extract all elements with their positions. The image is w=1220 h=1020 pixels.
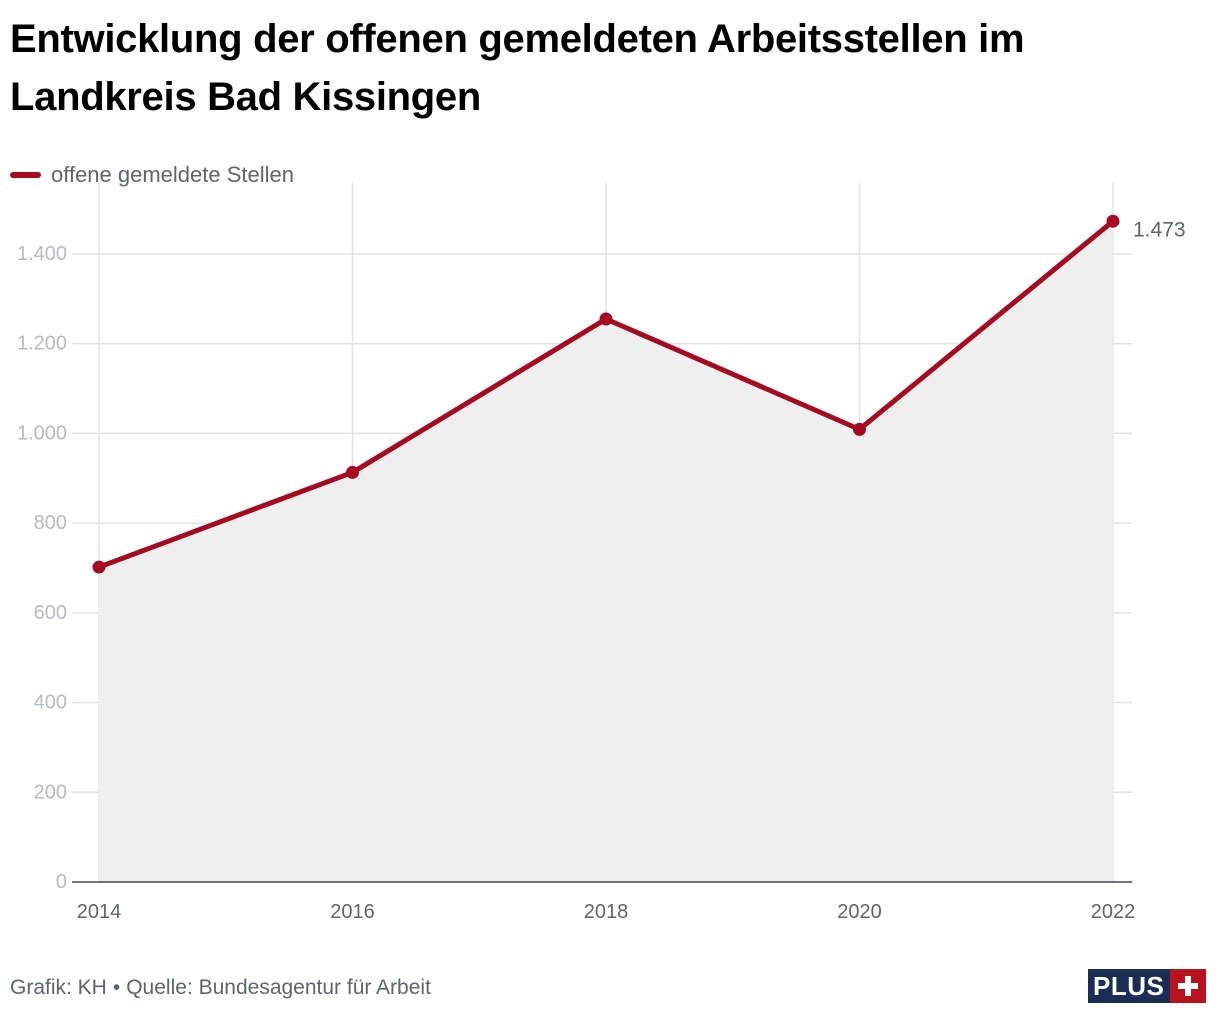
- data-point-2016: [346, 465, 359, 479]
- x-tick-label-1: 2016: [330, 901, 375, 923]
- x-tick-label-4: 2022: [1091, 901, 1136, 923]
- legend-swatch: [10, 172, 41, 178]
- y-tick-label-0: 0: [56, 871, 67, 893]
- y-tick-label-2: 400: [34, 692, 67, 714]
- x-tick-label-2: 2018: [584, 901, 629, 923]
- legend: offene gemeldete Stellen: [10, 158, 294, 192]
- data-point-2014: [92, 560, 106, 574]
- area-fill: [99, 221, 1113, 882]
- plus-logo-text: PLUS: [1088, 969, 1171, 1003]
- footer: Grafik: KH • Quelle: Bundesagentur für A…: [10, 976, 431, 1000]
- y-tick-label-6: 1.200: [17, 333, 67, 355]
- footer-source: Quelle: Bundesagentur für Arbeit: [126, 976, 431, 999]
- y-tick-label-5: 1.000: [17, 422, 67, 444]
- x-tick-label-0: 2014: [77, 901, 122, 923]
- data-point-2020: [853, 422, 866, 436]
- footer-separator: •: [112, 976, 121, 999]
- footer-credit: Grafik: KH: [10, 976, 107, 999]
- y-tick-label-7: 1.400: [17, 243, 67, 265]
- chart-title: Entwicklung der offenen gemeldeten Arbei…: [10, 17, 1025, 119]
- y-tick-label-3: 600: [34, 602, 67, 624]
- y-tick-label-4: 800: [34, 512, 67, 534]
- plus-cross-icon: [1170, 969, 1207, 1003]
- x-tick-label-3: 2020: [837, 901, 882, 923]
- data-point-2018: [599, 312, 613, 326]
- plus-logo: PLUS: [1088, 969, 1207, 1003]
- data-point-2022: [1106, 214, 1120, 228]
- legend-label: offene gemeldete Stellen: [51, 162, 294, 187]
- y-tick-label-1: 200: [34, 781, 67, 803]
- end-value-label: 1.473: [1133, 219, 1186, 242]
